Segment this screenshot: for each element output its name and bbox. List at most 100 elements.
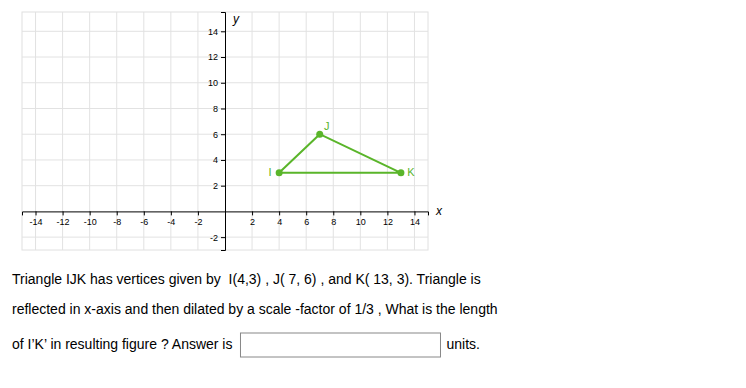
- y-axis: -2 2 4 6 8 10 12 14: [208, 13, 226, 251]
- vertex-labels: I J K: [269, 120, 416, 178]
- y-tick-label: 6: [213, 130, 218, 140]
- question-line: Triangle IJK has vertices given by I(4,3…: [12, 271, 481, 287]
- x-tick-mark: [198, 211, 199, 215]
- x-tick: -12: [57, 211, 70, 226]
- grid-line-x: [35, 12, 36, 250]
- x-tick-mark: [117, 211, 118, 215]
- x-tick: -6: [140, 211, 148, 226]
- y-axis-label: y: [232, 12, 240, 26]
- x-tick-mark: [90, 211, 91, 215]
- y-tick-mark: [221, 83, 225, 84]
- x-tick: -2: [194, 211, 202, 226]
- grid: [22, 12, 428, 250]
- vertex-dot: [276, 169, 283, 176]
- y-tick-mark: [221, 108, 225, 109]
- x-tick: -4: [167, 211, 175, 226]
- grid-line-x: [279, 12, 280, 250]
- grid-line-x: [387, 12, 388, 250]
- plot-frame: [22, 12, 428, 250]
- vertex-label: I: [269, 166, 272, 178]
- x-tick: 2: [250, 211, 255, 226]
- grid-line-x: [170, 12, 171, 250]
- y-tick-mark: [221, 134, 225, 135]
- x-tick-mark: [414, 211, 415, 215]
- y-tick: 8: [213, 104, 225, 114]
- x-tick-mark: [36, 211, 37, 215]
- x-tick-label: 12: [383, 217, 393, 227]
- x-tick: 14: [410, 211, 420, 226]
- y-tick-mark: [221, 31, 225, 32]
- y-tick: 4: [213, 155, 225, 165]
- y-tick-label: 4: [213, 155, 218, 165]
- grid-line-x: [252, 12, 253, 250]
- grid-line-x: [414, 12, 415, 250]
- x-tick-label: -2: [194, 217, 202, 227]
- answer-suffix: units.: [446, 336, 479, 352]
- x-tick-label: 10: [356, 217, 366, 227]
- x-tick-label: 4: [277, 217, 282, 227]
- x-tick-mark: [252, 211, 253, 215]
- x-tick-mark: [63, 211, 64, 215]
- vertex-label: K: [407, 166, 415, 178]
- y-tick: 14: [208, 27, 225, 37]
- y-tick-mark: [221, 57, 225, 58]
- grid-line-x: [89, 12, 90, 250]
- y-tick-mark: [221, 186, 225, 187]
- question-line: of I’K’ in resulting figure ? Answer is: [12, 336, 232, 352]
- x-tick-label: 2: [250, 217, 255, 227]
- x-tick-mark: [387, 211, 388, 215]
- x-tick-label: -12: [57, 217, 70, 227]
- y-tick-label: -2: [210, 233, 218, 243]
- x-tick-mark: [306, 211, 307, 215]
- y-tick-label: 8: [213, 104, 218, 114]
- x-tick: -10: [84, 211, 97, 226]
- y-tick: 2: [213, 181, 225, 191]
- grid-line-x: [197, 12, 198, 250]
- x-tick: 10: [356, 211, 366, 226]
- y-tick: 10: [208, 78, 225, 88]
- y-tick-mark: [221, 160, 225, 161]
- x-tick: -8: [113, 211, 121, 226]
- answer-box[interactable]: [240, 333, 440, 357]
- x-tick-label: -8: [113, 217, 121, 227]
- x-tick-label: 8: [331, 217, 336, 227]
- x-tick-mark: [171, 211, 172, 215]
- x-tick-mark: [333, 211, 334, 215]
- x-tick: -14: [30, 211, 43, 226]
- grid-line-x: [116, 12, 117, 250]
- x-tick-mark: [360, 211, 361, 215]
- triangle: [279, 134, 401, 173]
- x-axis-label: x: [435, 204, 443, 218]
- vertex-dot: [397, 169, 404, 176]
- x-tick: 8: [331, 211, 336, 226]
- grid-line-x: [333, 12, 334, 250]
- vertex-label: J: [324, 120, 330, 132]
- y-tick-mark: [221, 237, 225, 238]
- vertex-dot: [316, 131, 323, 138]
- y-tick-label: 14: [208, 27, 218, 37]
- question-line: reflected in x-axis and then dilated by …: [12, 301, 498, 317]
- y-axis-line: [221, 13, 226, 251]
- y-tick-label: 10: [208, 78, 218, 88]
- y-tick-label: 12: [208, 52, 218, 62]
- marks: [276, 131, 405, 177]
- x-tick: 6: [304, 211, 309, 226]
- x-tick-label: 14: [410, 217, 420, 227]
- x-tick-label: -4: [167, 217, 175, 227]
- x-tick-mark: [144, 211, 145, 215]
- x-tick-label: -10: [84, 217, 97, 227]
- y-tick: 6: [213, 130, 225, 140]
- x-tick-label: -14: [30, 217, 43, 227]
- x-tick-label: -6: [140, 217, 148, 227]
- x-tick: 4: [277, 211, 282, 226]
- x-tick: 12: [383, 211, 393, 226]
- y-tick: 12: [208, 52, 225, 62]
- y-tick-label: 2: [213, 181, 218, 191]
- grid-line-x: [143, 12, 144, 250]
- x-tick-mark: [279, 211, 280, 215]
- x-tick-label: 6: [304, 217, 309, 227]
- grid-line-x: [360, 12, 361, 250]
- y-tick: -2: [210, 233, 225, 243]
- grid-line-x: [306, 12, 307, 250]
- chart: -14 -12 -10 -8 -6 -4 -2 2 4 6 8 10 12 14 -2 2 4 6 8 10 12 14 x…: [0, 0, 746, 388]
